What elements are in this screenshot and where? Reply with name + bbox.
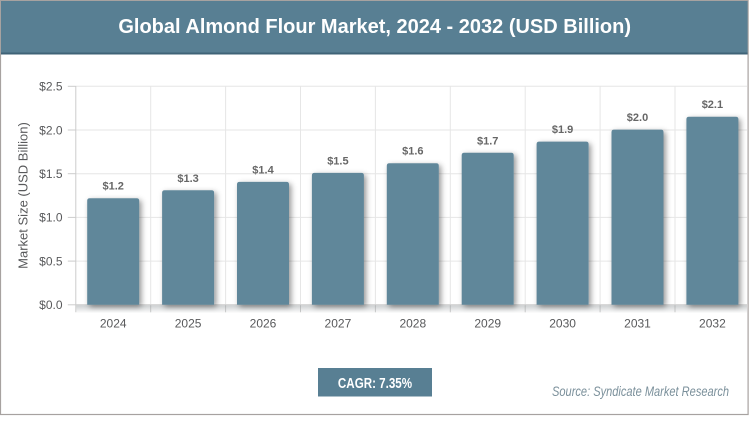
svg-text:2027: 2027 [325,317,352,331]
svg-text:$1.2: $1.2 [102,181,123,193]
svg-text:Global Almond Flour Market, 20: Global Almond Flour Market, 2024 - 2032 … [118,16,631,38]
svg-text:2032: 2032 [699,317,726,331]
svg-text:$1.3: $1.3 [177,173,198,185]
svg-text:2030: 2030 [549,317,576,331]
svg-text:$1.6: $1.6 [402,146,423,158]
svg-text:$1.4: $1.4 [252,164,274,176]
svg-text:2025: 2025 [175,317,202,331]
svg-text:$1.5: $1.5 [39,167,63,181]
svg-text:2028: 2028 [399,317,426,331]
svg-text:2024: 2024 [100,317,127,331]
svg-text:$2.0: $2.0 [627,112,648,124]
svg-text:Source: Syndicate Market Resea: Source: Syndicate Market Research [552,384,729,399]
svg-text:$1.0: $1.0 [39,211,63,225]
svg-text:$0.5: $0.5 [39,254,63,268]
svg-text:2031: 2031 [624,317,651,331]
svg-text:$2.5: $2.5 [39,80,63,94]
svg-text:2026: 2026 [250,317,277,331]
svg-text:$0.0: $0.0 [39,298,63,312]
svg-text:Market Size (USD Billion): Market Size (USD Billion) [16,122,31,269]
svg-text:$2.0: $2.0 [39,123,63,137]
svg-text:$1.7: $1.7 [477,135,498,147]
svg-text:$2.1: $2.1 [702,99,723,111]
svg-text:2029: 2029 [474,317,501,331]
svg-text:$1.9: $1.9 [552,124,573,136]
svg-text:$1.5: $1.5 [327,155,348,167]
svg-text:CAGR: 7.35%: CAGR: 7.35% [338,375,412,392]
